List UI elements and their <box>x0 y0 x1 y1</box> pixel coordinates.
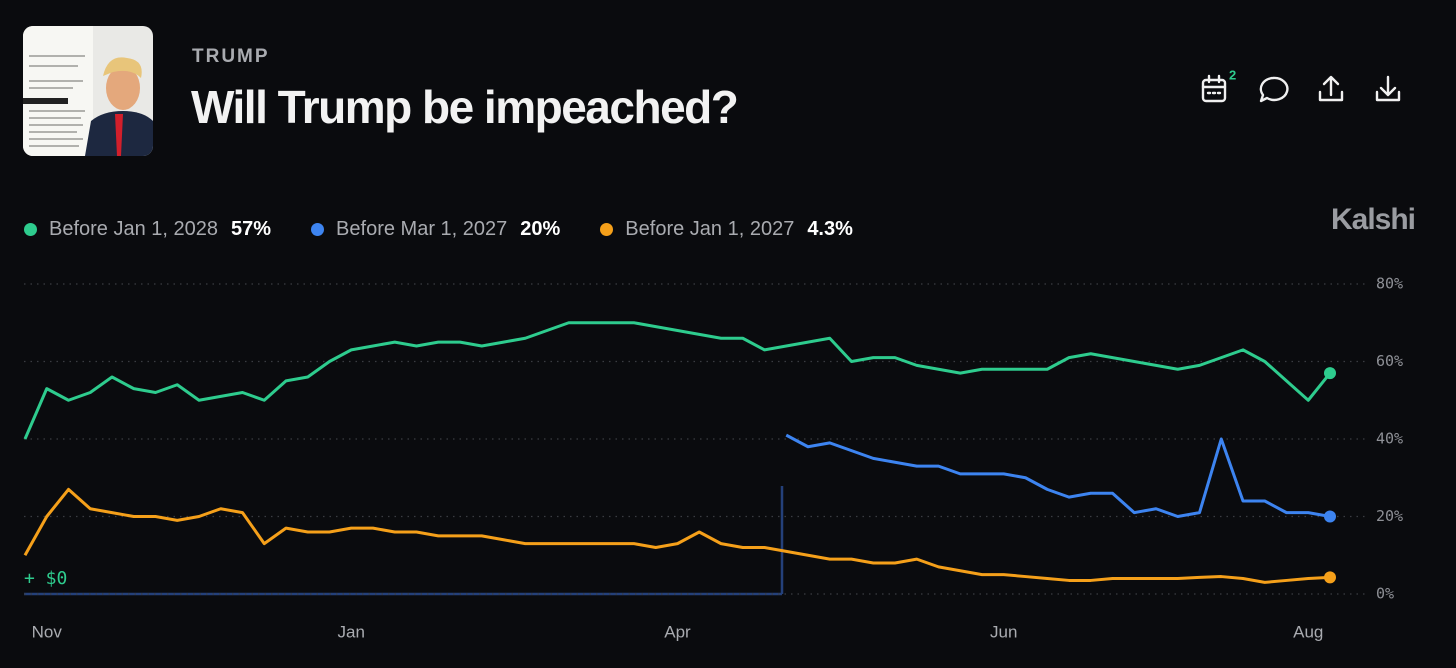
y-tick-label: 40% <box>1376 430 1403 448</box>
comment-button[interactable] <box>1259 76 1289 103</box>
legend-item: Before Jan 1, 2028 57% <box>24 218 271 241</box>
calendar-button[interactable] <box>1201 74 1227 103</box>
image-art <box>23 26 153 156</box>
brand: Kalshi <box>1330 203 1416 236</box>
y-tick-label: 80% <box>1376 275 1403 293</box>
x-tick-label: Aug <box>1293 622 1323 641</box>
end-dot <box>1324 510 1336 523</box>
position-label: + $0 <box>24 568 67 589</box>
legend-label: Before Mar 1, 2027 <box>336 218 508 240</box>
end-dot <box>1324 367 1336 380</box>
calendar-badge: 2 <box>1229 70 1236 82</box>
series-line <box>23 321 1332 440</box>
download-button[interactable] <box>1375 75 1401 102</box>
legend-value: 20% <box>520 218 561 240</box>
x-tick-label: Jun <box>990 622 1017 641</box>
series-line <box>23 487 1331 584</box>
y-tick-label: 60% <box>1376 352 1403 370</box>
toolbar: 2 <box>1201 70 1401 103</box>
x-tick-label: Jan <box>338 622 365 641</box>
legend-swatch <box>311 223 325 236</box>
legend-value: 4.3% <box>807 218 853 240</box>
end-dot <box>1324 571 1336 584</box>
legend-item: Before Jan 1, 2027 4.3% <box>600 218 853 241</box>
market-title: Will Trump be impeached? <box>191 81 739 133</box>
legend-item: Before Mar 1, 2027 20% <box>311 218 560 241</box>
series-line <box>785 433 1331 518</box>
x-tick-label: Apr <box>664 622 691 641</box>
market-category: TRUMP <box>192 46 270 67</box>
legend-value: 57% <box>231 218 272 240</box>
x-tick-label: Nov <box>32 622 63 641</box>
y-tick-label: 0% <box>1376 585 1394 603</box>
legend-label: Before Jan 1, 2028 <box>49 218 219 240</box>
share-button[interactable] <box>1318 75 1344 102</box>
legend: Before Jan 1, 2028 57% Before Mar 1, 2027 2… <box>24 218 853 241</box>
market-image <box>23 26 153 156</box>
legend-label: Before Jan 1, 2027 <box>625 218 795 240</box>
legend-swatch <box>600 223 614 236</box>
legend-swatch <box>24 223 37 236</box>
y-tick-label: 20% <box>1376 507 1403 525</box>
